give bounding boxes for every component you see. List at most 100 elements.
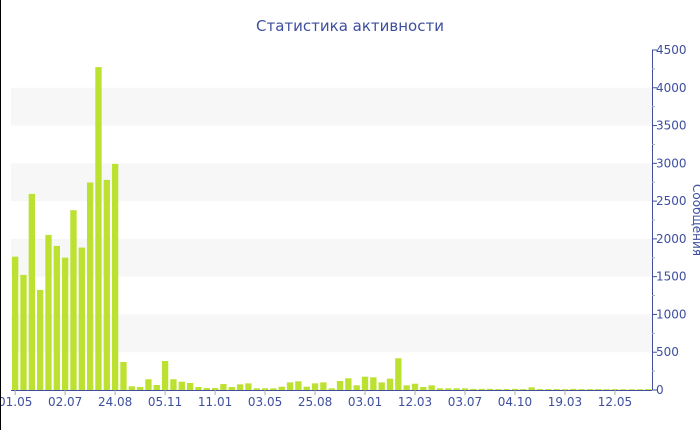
bar [520,389,527,390]
bar [145,379,152,390]
chart-title: Статистика активности [256,17,444,35]
x-tick-label: 03.07 [448,395,482,409]
bar [220,384,227,390]
y-tick-label: 500 [656,345,679,359]
bar [286,382,294,390]
bar [353,385,360,390]
y-tick-label: 4000 [656,81,687,95]
bar [470,388,477,390]
bar [20,274,27,390]
bar [503,389,510,390]
x-tick-label: 19.03 [548,395,582,409]
y-tick-label: 1000 [656,307,687,321]
bar [370,377,377,390]
bar [120,361,127,390]
bar [528,387,535,390]
y-axis-label: Сообщения [690,184,700,256]
bar [461,388,469,390]
bar [453,388,460,390]
bar [445,388,452,390]
y-tick-label: 3500 [656,119,687,133]
bar [645,389,652,390]
bar [103,179,110,390]
bar [136,386,144,390]
bar [153,385,160,390]
bar [178,381,185,390]
grid-band [11,87,652,126]
bar [595,389,602,390]
bar [411,383,419,390]
bar [495,389,502,390]
bar [236,384,244,390]
bar [36,289,44,390]
y-tick-label: 2000 [656,232,687,246]
bar [195,386,202,390]
bar [186,382,194,390]
bar [361,376,369,390]
x-tick-label: 25.08 [298,395,332,409]
x-tick-label: 05.11 [148,395,182,409]
bar [378,382,385,390]
bar [170,379,177,390]
bar [228,386,235,390]
bar [478,388,485,390]
bar [278,386,285,390]
bar [320,382,327,390]
bar [111,163,119,390]
bar [28,193,35,390]
y-tick-label: 2500 [656,194,687,208]
bar [345,378,352,390]
bar [45,234,52,390]
bar [553,389,560,390]
y-tick-label: 3000 [656,156,687,170]
bar [420,386,427,390]
bar [636,389,644,390]
bar [128,386,135,390]
bar [395,358,402,390]
x-tick-label: 01.05 [1,395,32,409]
bar [628,389,635,390]
bar [12,256,19,390]
bar [486,388,494,390]
bar [603,389,610,390]
bar [78,247,85,390]
bar [161,360,169,390]
bar [86,182,94,390]
bar [428,385,435,390]
x-tick-label: 04.10 [498,395,532,409]
y-tick-label: 0 [656,383,664,397]
bar [61,257,69,390]
bar [620,389,627,390]
bar [561,389,569,390]
bar [578,389,585,390]
x-tick-label: 24.08 [98,395,132,409]
bar [336,381,344,390]
bar [511,388,519,390]
x-tick-label: 03.05 [248,395,282,409]
bar [611,389,619,390]
bar [53,245,60,390]
bar [211,388,219,390]
bar [586,389,594,390]
bar [303,386,310,390]
bar [245,383,252,390]
bar [311,383,319,390]
x-tick-label: 12.05 [598,395,632,409]
bar [545,389,552,390]
bar [403,385,410,390]
bar [253,388,260,390]
bar [261,388,269,390]
x-tick-label: 11.01 [198,395,232,409]
x-tick-label: 02.07 [48,395,82,409]
bar [328,388,335,390]
bar [95,67,102,390]
bar [70,210,77,390]
x-tick-label: 12.03 [398,395,432,409]
bar [203,388,210,390]
y-tick-label: 4500 [656,43,687,57]
bar [295,381,302,390]
bar [570,388,577,390]
bar [270,388,277,390]
